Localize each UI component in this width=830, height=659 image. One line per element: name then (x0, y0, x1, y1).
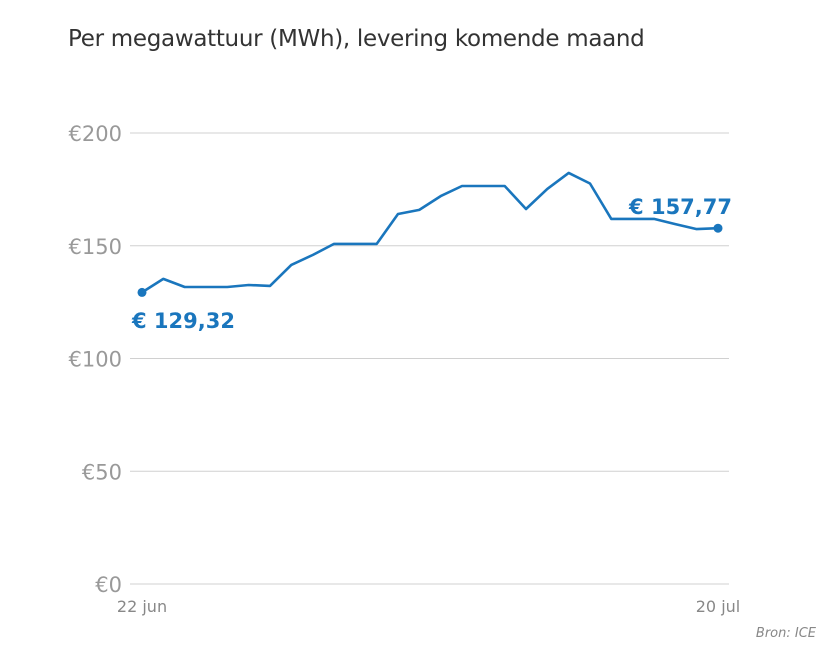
source-note: Bron: ICE (755, 626, 816, 641)
y-tick-label: €200 (69, 122, 122, 146)
y-tick-label: €0 (95, 573, 122, 597)
series-line (141, 171, 719, 294)
end-point (713, 223, 723, 233)
start-point (137, 287, 147, 297)
y-tick-label: €50 (82, 460, 122, 484)
start-value-label: € 129,32 (131, 309, 235, 333)
end-value-label: € 157,77 (628, 195, 732, 219)
x-tick-label: 20 jul (696, 597, 740, 616)
x-tick-label: 22 jun (117, 597, 167, 616)
y-tick-label: €100 (69, 348, 122, 372)
y-tick-label: €150 (69, 235, 122, 259)
chart-title: Per megawattuur (MWh), levering komende … (68, 26, 645, 52)
